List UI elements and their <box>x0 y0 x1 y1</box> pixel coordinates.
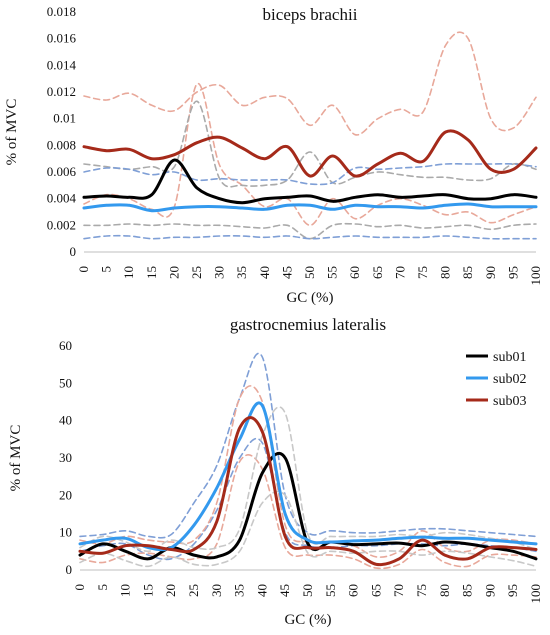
x-tick-label: 75 <box>414 584 429 597</box>
series-band-line <box>83 100 537 188</box>
x-tick-label: 40 <box>257 266 272 279</box>
x-tick-label: 40 <box>254 584 269 597</box>
series-line <box>82 158 538 205</box>
y-tick-label: 0.018 <box>47 4 76 19</box>
y-tick-label: 0.008 <box>47 137 76 152</box>
x-tick-label: 25 <box>189 266 204 279</box>
y-tick-label: 0.01 <box>53 111 76 126</box>
chart-biceps-brachii: biceps brachii 0 0.002 0.004 0.006 0.008 0.01 0… <box>4 4 543 306</box>
series-band-line <box>83 163 537 186</box>
x-tick-label: 60 <box>346 584 361 597</box>
x-tick-label: 90 <box>482 584 497 597</box>
series-band-line <box>79 490 537 568</box>
x-tick-label: 80 <box>438 266 453 279</box>
series-band-line <box>79 352 537 539</box>
x-tick-label: 95 <box>505 266 520 279</box>
series-line <box>82 129 538 178</box>
x-tick-label: 35 <box>234 266 249 279</box>
series-line-sub02 <box>78 401 538 552</box>
x-axis-label: GC (%) <box>286 290 333 306</box>
x-tick-label: 30 <box>209 584 224 597</box>
x-tick-label: 5 <box>99 266 114 273</box>
legend-label: sub03 <box>493 394 526 409</box>
chart-title: gastrocnemius lateralis <box>230 315 386 334</box>
x-tick-label: 65 <box>370 266 385 279</box>
x-tick-label: 25 <box>186 584 201 597</box>
x-tick-label: 55 <box>325 266 340 279</box>
y-tick-label: 40 <box>59 413 72 428</box>
x-tick-label: 5 <box>95 584 110 591</box>
x-tick-label: 75 <box>415 266 430 279</box>
x-tick-label: 80 <box>437 584 452 597</box>
x-tick-label: 100 <box>528 584 543 604</box>
legend-label: sub01 <box>493 350 526 365</box>
x-tick-label: 50 <box>302 266 317 279</box>
series-band-line <box>79 454 537 570</box>
y-tick-label: 20 <box>59 487 72 502</box>
x-tick-label: 10 <box>121 266 136 279</box>
series-line-sub01 <box>78 451 538 561</box>
series-band-line <box>83 222 537 240</box>
x-tick-label: 0 <box>72 584 87 591</box>
x-tick-label: 50 <box>300 584 315 597</box>
y-tick-label: 0.002 <box>47 217 76 232</box>
chart-title: biceps brachii <box>263 5 358 24</box>
y-tick-label: 0.004 <box>47 191 77 206</box>
y-tick-label: 60 <box>59 338 72 353</box>
y-tick-label: 0.012 <box>47 84 76 99</box>
series-band-line <box>83 83 537 227</box>
x-tick-label: 65 <box>368 584 383 597</box>
y-tick-label: 0.006 <box>47 164 77 179</box>
x-tick-label: 15 <box>144 266 159 279</box>
x-tick-label: 55 <box>323 584 338 597</box>
y-tick-label: 50 <box>59 375 72 390</box>
y-tick-label: 0 <box>70 244 77 259</box>
x-tick-label: 85 <box>460 584 475 597</box>
x-tick-label: 85 <box>460 266 475 279</box>
y-axis-label: % of MVC <box>4 99 20 166</box>
x-tick-label: 20 <box>166 266 181 279</box>
x-tick-label: 45 <box>277 584 292 597</box>
x-tick-label: 60 <box>347 266 362 279</box>
y-tick-label: 10 <box>59 525 72 540</box>
y-tick-label: 0.016 <box>47 31 77 46</box>
x-axis-label: GC (%) <box>284 612 331 628</box>
y-tick-label: 0 <box>66 562 73 577</box>
legend-label: sub02 <box>493 372 526 387</box>
x-tick-label: 100 <box>528 266 543 286</box>
x-tick-label: 0 <box>76 266 91 273</box>
series-band-line <box>83 234 537 240</box>
x-tick-label: 70 <box>392 266 407 279</box>
x-tick-label: 70 <box>391 584 406 597</box>
x-tick-label: 95 <box>505 584 520 597</box>
series-band-line <box>79 406 537 553</box>
x-tick-label: 35 <box>232 584 247 597</box>
series-line <box>82 202 538 213</box>
x-tick-label: 90 <box>483 266 498 279</box>
y-tick-label: 30 <box>59 450 72 465</box>
series-band-line <box>79 385 537 558</box>
chart-gastrocnemius-lateralis: gastrocnemius lateralis 0 10 20 30 40 50 60 0 5 10… <box>8 315 543 628</box>
x-tick-label: 10 <box>118 584 133 597</box>
x-tick-label: 30 <box>212 266 227 279</box>
x-tick-label: 20 <box>163 584 178 597</box>
series-line-sub03 <box>78 416 538 567</box>
x-tick-label: 15 <box>140 584 155 597</box>
y-axis-label: % of MVC <box>8 425 24 492</box>
y-tick-label: 0.014 <box>47 57 77 72</box>
x-tick-label: 45 <box>279 266 294 279</box>
series-band-line <box>83 31 537 136</box>
